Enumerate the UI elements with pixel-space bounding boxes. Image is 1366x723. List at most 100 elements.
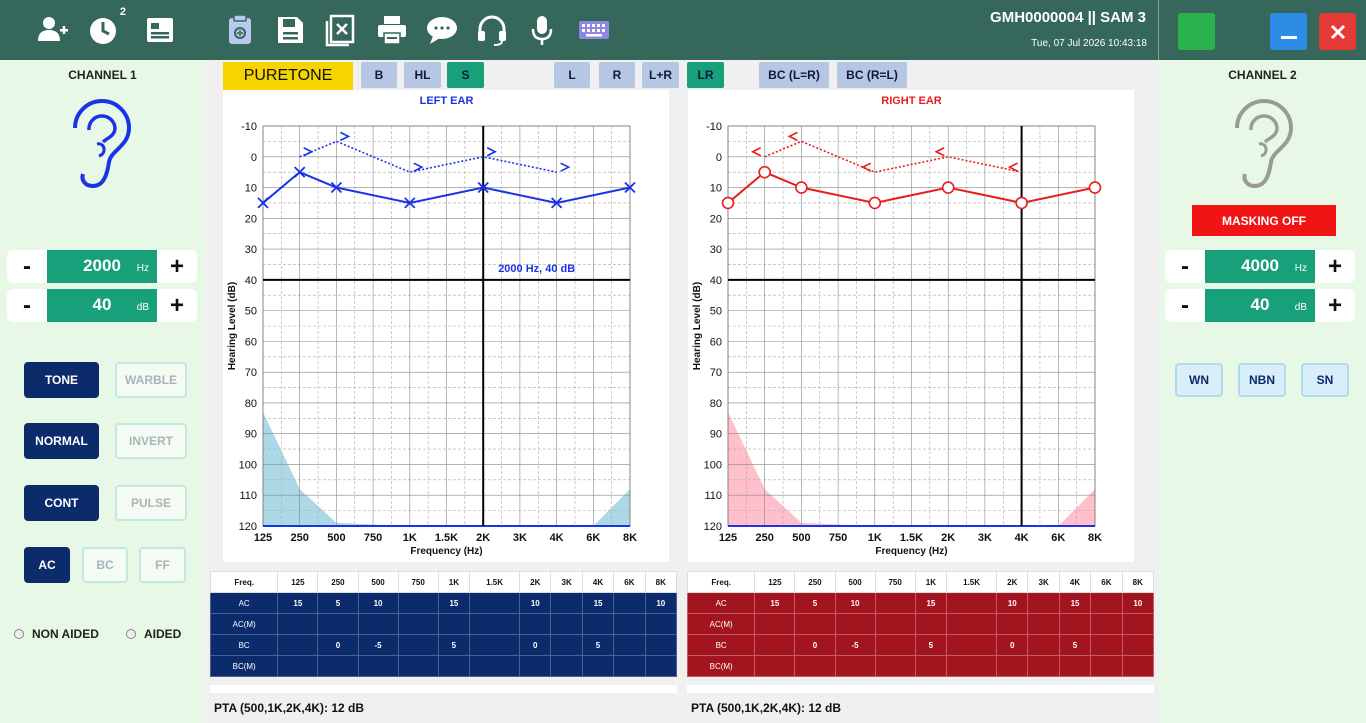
table-cell[interactable] <box>644 634 678 656</box>
l-plus-r-button[interactable]: L+R <box>642 62 679 88</box>
warble-button[interactable]: WARBLE <box>115 362 187 398</box>
table-cell[interactable] <box>613 613 646 635</box>
table-cell[interactable] <box>519 655 552 677</box>
close-button[interactable] <box>1319 13 1356 50</box>
table-cell[interactable] <box>946 592 998 614</box>
table-cell[interactable] <box>519 613 552 635</box>
table-cell[interactable]: 5 <box>581 634 615 656</box>
ac-point[interactable] <box>404 197 416 209</box>
table-cell[interactable] <box>996 655 1029 677</box>
table-cell[interactable] <box>1058 613 1092 635</box>
table-cell[interactable] <box>550 613 583 635</box>
frequency-increase-button[interactable]: + <box>169 252 184 280</box>
bc-point[interactable] <box>340 131 351 142</box>
table-cell[interactable]: -5 <box>834 634 876 656</box>
table-cell[interactable]: 10 <box>357 592 399 614</box>
table-cell[interactable] <box>357 655 399 677</box>
bc-point[interactable] <box>560 162 571 172</box>
table-cell[interactable] <box>946 655 998 677</box>
table-cell[interactable]: 5 <box>317 592 359 614</box>
table-cell[interactable] <box>1027 592 1060 614</box>
ac-point[interactable] <box>257 197 269 209</box>
bc-point[interactable] <box>413 162 424 172</box>
table-cell[interactable]: 5 <box>437 634 471 656</box>
table-cell[interactable]: 5 <box>1058 634 1092 656</box>
table-cell[interactable] <box>613 592 646 614</box>
headset-icon[interactable] <box>470 8 514 52</box>
table-cell[interactable] <box>277 613 319 635</box>
table-cell[interactable] <box>874 655 916 677</box>
puretone-tab[interactable]: PURETONE <box>223 62 353 90</box>
frequency-decrease-button[interactable]: - <box>23 252 31 280</box>
table-cell[interactable] <box>550 634 583 656</box>
l-button[interactable]: L <box>554 62 590 88</box>
table-cell[interactable]: 10 <box>1121 592 1155 614</box>
table-cell[interactable] <box>1090 634 1123 656</box>
b-button[interactable]: B <box>361 62 397 88</box>
table-cell[interactable] <box>550 655 583 677</box>
table-cell[interactable] <box>946 634 998 656</box>
table-cell[interactable] <box>437 655 471 677</box>
table-cell[interactable] <box>397 613 439 635</box>
table-cell[interactable] <box>1121 655 1155 677</box>
clear-icon[interactable] <box>318 8 362 52</box>
table-cell[interactable] <box>1027 655 1060 677</box>
ac-point[interactable] <box>624 181 636 194</box>
table-cell[interactable]: 0 <box>317 634 359 656</box>
bc-point[interactable] <box>1007 162 1018 172</box>
ac-point[interactable] <box>868 196 882 210</box>
table-cell[interactable] <box>613 634 646 656</box>
table-cell[interactable] <box>914 655 948 677</box>
hl-button[interactable]: HL <box>404 62 441 88</box>
ac-point[interactable] <box>721 196 735 210</box>
table-cell[interactable] <box>1090 613 1123 635</box>
add-user-icon[interactable] <box>30 8 74 52</box>
lr-button[interactable]: LR <box>687 62 724 88</box>
left-ear-chart[interactable]: LEFT EAR 2000 Hz, 40 dB -10 0 10 20 30 40 50 60 70… <box>223 90 669 562</box>
chat-icon[interactable] <box>420 8 464 52</box>
non-aided-radio[interactable]: NON AIDED <box>14 627 99 641</box>
bc-r-equals-l-button[interactable]: BC (R=L) <box>837 62 907 88</box>
table-cell[interactable] <box>644 655 678 677</box>
table-cell[interactable] <box>550 592 583 614</box>
level-decrease-button-2[interactable]: - <box>1181 291 1189 319</box>
table-cell[interactable]: 15 <box>914 592 948 614</box>
table-cell[interactable] <box>834 613 876 635</box>
masking-off-button[interactable]: MASKING OFF <box>1192 205 1336 236</box>
history-icon[interactable]: 2 <box>82 6 126 52</box>
pulse-button[interactable]: PULSE <box>115 485 187 521</box>
table-cell[interactable] <box>357 613 399 635</box>
table-cell[interactable] <box>1090 592 1123 614</box>
frequency-increase-button-2[interactable]: + <box>1327 252 1342 280</box>
bc-point[interactable] <box>486 147 497 157</box>
bc-l-equals-r-button[interactable]: BC (L=R) <box>759 62 829 88</box>
table-cell[interactable] <box>794 655 836 677</box>
cont-button[interactable]: CONT <box>24 485 99 521</box>
table-cell[interactable] <box>581 655 615 677</box>
bc-button[interactable]: BC <box>82 547 128 583</box>
ff-button[interactable]: FF <box>139 547 186 583</box>
bc-point[interactable] <box>303 147 314 157</box>
table-cell[interactable]: 0 <box>794 634 836 656</box>
table-cell[interactable] <box>277 634 319 656</box>
table-cell[interactable] <box>397 592 439 614</box>
level-decrease-button[interactable]: - <box>23 291 31 319</box>
save-icon[interactable] <box>268 8 312 52</box>
ac-point[interactable] <box>795 181 808 194</box>
table-cell[interactable] <box>1121 613 1155 635</box>
table-cell[interactable]: 10 <box>834 592 876 614</box>
table-cell[interactable]: 15 <box>277 592 319 614</box>
invert-button[interactable]: INVERT <box>115 423 187 459</box>
ac-point[interactable] <box>1015 196 1028 210</box>
table-cell[interactable] <box>1058 655 1092 677</box>
aided-radio[interactable]: AIDED <box>126 627 181 641</box>
table-cell[interactable]: 10 <box>644 592 678 614</box>
table-cell[interactable] <box>874 613 916 635</box>
ac-point[interactable] <box>758 165 771 179</box>
table-cell[interactable]: 15 <box>581 592 615 614</box>
table-cell[interactable] <box>397 655 439 677</box>
table-cell[interactable] <box>317 655 359 677</box>
table-cell[interactable] <box>277 655 319 677</box>
table-cell[interactable] <box>469 655 521 677</box>
table-cell[interactable] <box>1027 613 1060 635</box>
